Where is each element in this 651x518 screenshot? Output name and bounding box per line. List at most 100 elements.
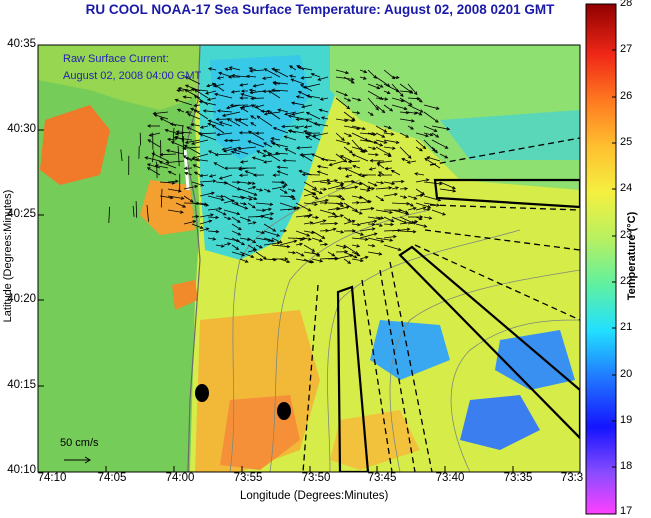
current-vector-head bbox=[395, 140, 400, 144]
current-vector-head bbox=[153, 113, 158, 117]
current-vector bbox=[343, 220, 355, 225]
colorbar-tick-label: 28 bbox=[620, 0, 633, 9]
current-vector bbox=[199, 192, 215, 197]
current-vector-head bbox=[310, 153, 315, 157]
current-vector-head bbox=[205, 91, 209, 95]
current-vector-head bbox=[249, 90, 254, 95]
current-vector-head bbox=[349, 150, 354, 154]
current-vector-head bbox=[174, 98, 179, 103]
current-vector-head bbox=[247, 130, 252, 135]
current-vector-head bbox=[407, 155, 412, 159]
current-vector bbox=[311, 73, 321, 78]
current-vector bbox=[335, 195, 345, 200]
current-vector-head bbox=[452, 189, 457, 193]
current-vector bbox=[343, 186, 358, 190]
current-vector bbox=[321, 117, 329, 120]
current-vector-head bbox=[252, 205, 256, 209]
current-vector-head bbox=[380, 216, 385, 220]
current-vector-head bbox=[299, 237, 304, 241]
current-vector-head bbox=[180, 196, 185, 200]
current-vector bbox=[439, 188, 456, 192]
current-vector-head bbox=[221, 113, 226, 117]
current-vector-head bbox=[262, 149, 267, 153]
current-vector bbox=[424, 158, 441, 169]
current-vector bbox=[407, 83, 418, 95]
current-vector bbox=[327, 228, 336, 232]
current-vector bbox=[171, 141, 185, 148]
current-vector-head bbox=[206, 97, 211, 101]
current-vector-head bbox=[388, 125, 392, 130]
current-vector-head bbox=[250, 122, 254, 126]
current-vector bbox=[343, 216, 351, 222]
station-marker bbox=[195, 384, 209, 402]
current-vector-head bbox=[146, 163, 151, 167]
current-vector-head bbox=[273, 69, 278, 73]
current-vector bbox=[279, 181, 288, 186]
current-vector-head bbox=[247, 140, 252, 144]
current-vector bbox=[217, 76, 225, 79]
current-vector bbox=[375, 187, 392, 190]
current-vector-head bbox=[424, 157, 428, 162]
current-vector-head bbox=[182, 204, 187, 208]
current-vector-head bbox=[263, 68, 268, 72]
current-vector bbox=[317, 76, 329, 81]
current-vector bbox=[159, 181, 175, 184]
current-vector-head bbox=[238, 131, 243, 135]
current-vector-head bbox=[253, 196, 258, 200]
current-vector-head bbox=[379, 96, 384, 100]
current-vector-head bbox=[400, 179, 405, 184]
colorbar-label: Temperature (°C) bbox=[626, 211, 638, 301]
current-vector bbox=[367, 188, 375, 190]
cool-offshore-patch bbox=[370, 320, 450, 380]
current-vector-head bbox=[363, 76, 367, 80]
current-vector-head bbox=[346, 105, 351, 110]
current-vector bbox=[439, 153, 448, 159]
lat-tick: 40:15 bbox=[7, 379, 36, 391]
current-vector bbox=[383, 236, 397, 239]
current-vector bbox=[399, 97, 413, 106]
current-vector-head bbox=[295, 117, 300, 122]
current-vector-head bbox=[205, 227, 210, 231]
current-vector bbox=[335, 132, 345, 141]
current-vector-head bbox=[269, 216, 274, 221]
current-vector-head bbox=[351, 118, 355, 123]
current-vector-head bbox=[182, 155, 187, 159]
current-vector-head bbox=[200, 183, 205, 187]
current-vector-head bbox=[177, 87, 182, 91]
current-vector-head bbox=[366, 188, 371, 192]
current-vector bbox=[407, 111, 417, 114]
current-vector bbox=[303, 251, 320, 255]
current-vector-head bbox=[371, 222, 376, 226]
current-vector-head bbox=[202, 109, 207, 113]
map-title: RU COOL NOAA-17 Sea Surface Temperature:… bbox=[85, 2, 555, 17]
current-vector-head bbox=[410, 126, 414, 130]
current-vector bbox=[383, 216, 394, 222]
current-vector-head bbox=[238, 226, 242, 231]
current-vector bbox=[359, 181, 371, 189]
current-vector-head bbox=[413, 221, 418, 225]
current-vector bbox=[383, 104, 393, 112]
current-vector-head bbox=[320, 116, 325, 120]
current-vector bbox=[352, 153, 369, 162]
current-vector bbox=[225, 68, 233, 71]
current-vector-head bbox=[340, 230, 345, 234]
current-vector bbox=[166, 160, 185, 163]
current-vector-head bbox=[190, 87, 195, 92]
current-vector-head bbox=[339, 201, 344, 206]
current-vector bbox=[367, 146, 376, 150]
current-vector bbox=[311, 199, 329, 204]
current-vector bbox=[312, 132, 329, 137]
current-vector bbox=[247, 195, 257, 200]
lat-tick: 40:35 bbox=[7, 38, 36, 50]
current-vector bbox=[199, 100, 217, 106]
current-vector-head bbox=[281, 124, 285, 129]
current-vector bbox=[423, 202, 440, 206]
current-vector-head bbox=[376, 163, 381, 167]
current-vector-head bbox=[270, 238, 275, 243]
current-vector-head bbox=[388, 186, 393, 190]
current-vector-head bbox=[210, 213, 214, 217]
current-vector bbox=[367, 153, 379, 156]
current-vector-head bbox=[350, 80, 355, 84]
current-vector-head bbox=[419, 147, 423, 152]
current-vector bbox=[303, 244, 315, 252]
